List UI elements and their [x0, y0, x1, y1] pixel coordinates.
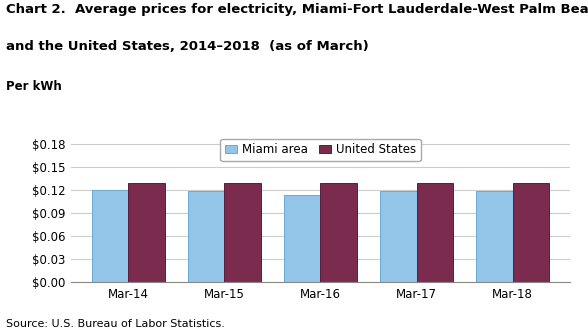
Text: Source: U.S. Bureau of Labor Statistics.: Source: U.S. Bureau of Labor Statistics. — [6, 319, 225, 329]
Bar — [380, 191, 416, 282]
Text: and the United States, 2014–2018  (as of March): and the United States, 2014–2018 (as of … — [6, 40, 369, 53]
Bar — [225, 183, 261, 282]
Bar — [188, 191, 225, 282]
Bar — [128, 183, 165, 282]
Bar — [320, 183, 357, 282]
Text: Chart 2.  Average prices for electricity, Miami-Fort Lauderdale-West Palm Beach: Chart 2. Average prices for electricity,… — [6, 3, 588, 16]
Bar — [92, 190, 128, 282]
Bar — [513, 183, 549, 282]
Bar — [416, 183, 453, 282]
Text: Per kWh: Per kWh — [6, 80, 62, 93]
Legend: Miami area, United States: Miami area, United States — [220, 139, 420, 161]
Bar — [284, 195, 320, 282]
Bar — [476, 191, 513, 282]
